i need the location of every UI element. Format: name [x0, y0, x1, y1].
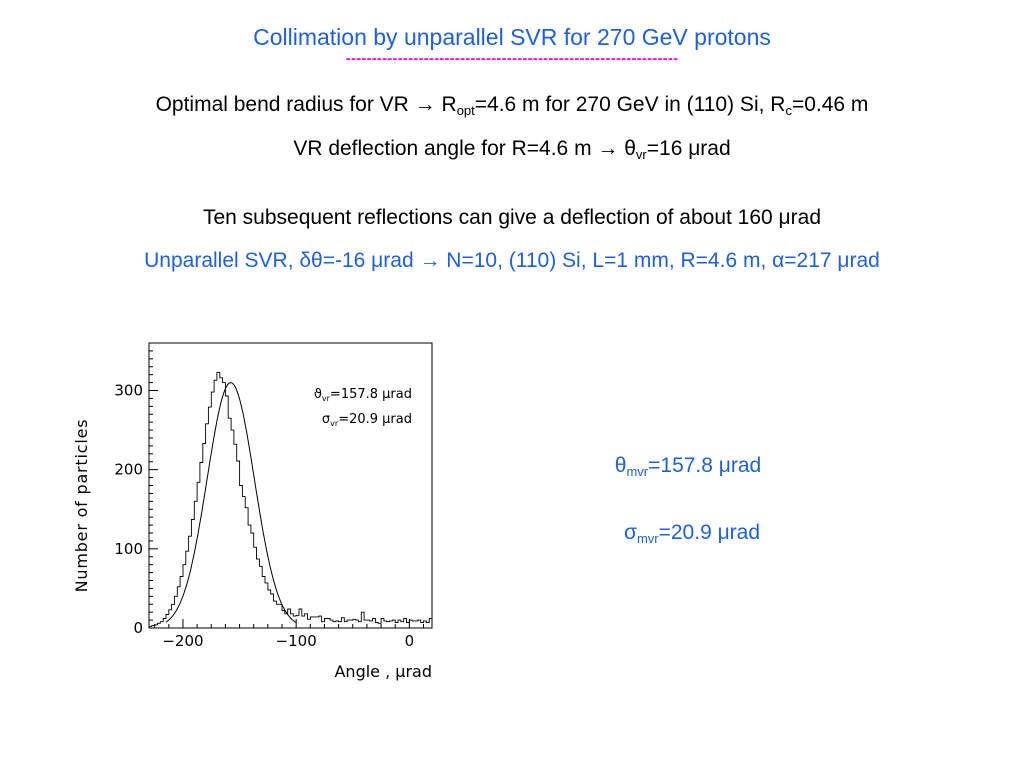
text-segment: =157.8 μrad: [648, 454, 762, 477]
svr-parameters-line: Unparallel SVR, δθ=-16 μrad → N=10, (110…: [144, 249, 880, 272]
y-tick-label: 100: [114, 540, 143, 558]
histogram-series: [148, 371, 432, 628]
ann-value: =20.9 μrad: [338, 412, 412, 427]
annotation-sigma-vr: σvr=20.9 μrad: [322, 412, 412, 428]
x-tick-labels: −200 −100 0: [162, 632, 414, 650]
ann-subscript: vr: [322, 394, 331, 403]
text-segment: θ: [614, 454, 627, 477]
text-segment: VR deflection angle for R=4.6 m → θ: [293, 137, 636, 160]
subscript: c: [785, 103, 792, 118]
plot-frame: [148, 342, 433, 629]
y-axis-label: Number of particles: [72, 419, 91, 593]
reflections-line: Ten subsequent reflections can give a de…: [202, 206, 821, 229]
ann-subscript: vr: [330, 419, 339, 428]
text-segment: =20.9 μrad: [658, 521, 761, 544]
histogram-chart: 0 100 200 300 −200 −100 0 Number of particles…: [72, 342, 433, 681]
result-sigma-mvr: σmvr=20.9 μrad: [562, 521, 822, 545]
text-segment: =16 μrad: [646, 137, 731, 160]
x-axis-label: Angle , μrad: [334, 662, 432, 681]
result-theta-mvr: θmvr=157.8 μrad: [558, 454, 818, 478]
gaussian-fit-curve: [165, 382, 297, 624]
text-segment: =4.6 m for 270 GeV in (110) Si, R: [474, 93, 786, 116]
annotation-theta-vr: ϑvr=157.8 μrad: [314, 387, 412, 403]
ann-value: =157.8 μrad: [330, 387, 412, 402]
y-tick-labels: 0 100 200 300: [114, 382, 143, 638]
y-tick-label: 0: [133, 619, 143, 637]
subscript: mvr: [626, 464, 649, 479]
optimal-radius-line: Optimal bend radius for VR → Ropt=4.6 m …: [0, 93, 1024, 117]
y-tick-label: 200: [114, 461, 143, 479]
text-segment: Optimal bend radius for VR → R: [155, 93, 457, 116]
subscript: vr: [635, 147, 647, 162]
ann-symbol: ϑ: [314, 387, 322, 402]
text-segment: =0.46 m: [791, 93, 869, 116]
title-dashed-rule: ----------------------------------------…: [345, 50, 679, 67]
ann-symbol: σ: [322, 412, 330, 427]
subscript: mvr: [636, 531, 659, 546]
vr-deflection-line: VR deflection angle for R=4.6 m → θvr=16…: [0, 137, 1024, 161]
x-tick-label: −100: [276, 632, 317, 650]
y-tick-label: 300: [114, 382, 143, 400]
slide-title: Collimation by unparallel SVR for 270 Ge…: [253, 24, 771, 50]
x-tick-label: 0: [405, 632, 415, 650]
axis-ticks: [149, 342, 425, 629]
text-segment: σ: [623, 521, 637, 544]
x-tick-label: −200: [162, 632, 203, 650]
subscript: opt: [456, 103, 475, 118]
